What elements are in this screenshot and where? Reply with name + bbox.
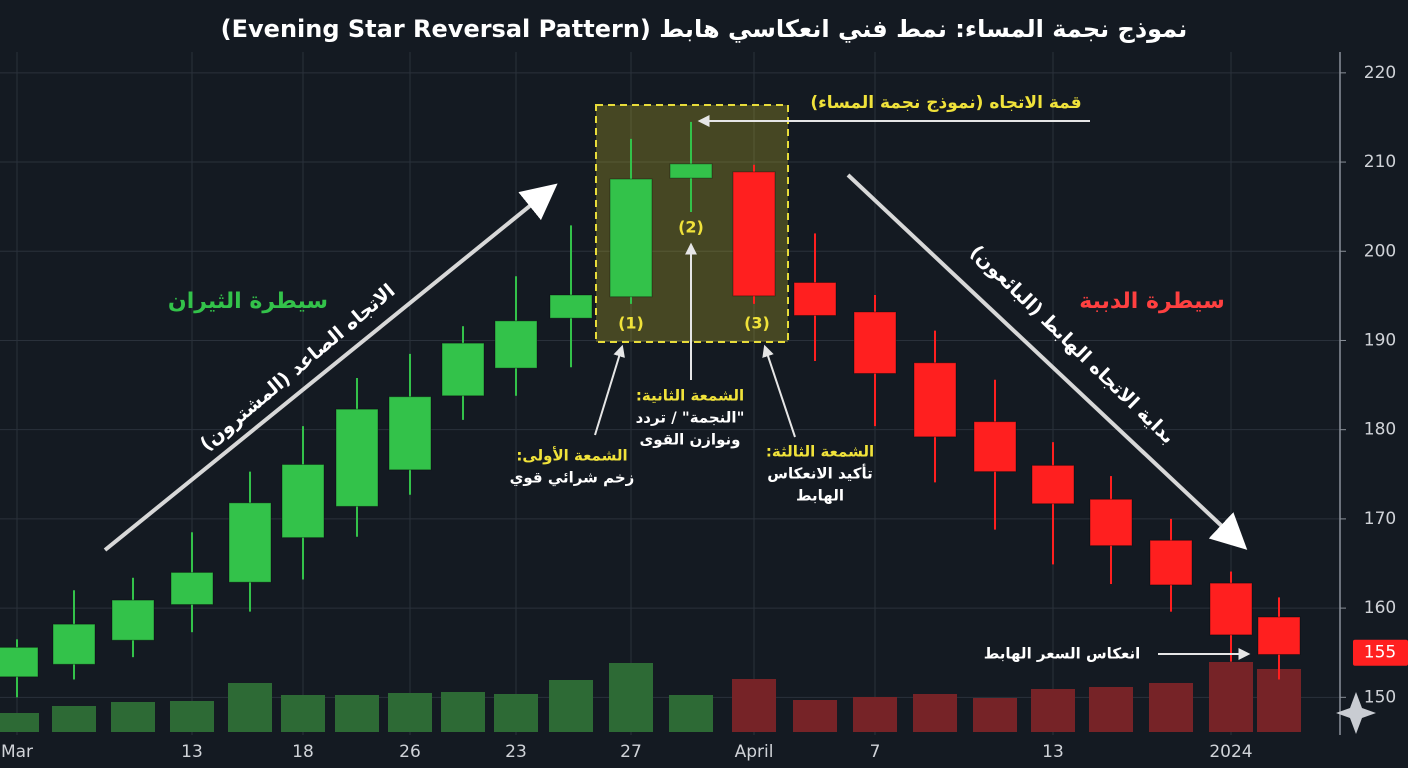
volume-bar xyxy=(170,701,214,732)
volume-bar xyxy=(609,663,653,732)
candle-body xyxy=(1031,464,1075,505)
candle-body xyxy=(441,342,485,397)
x-tick-label: 26 xyxy=(399,742,421,762)
candle-body xyxy=(793,281,837,316)
last-price-box xyxy=(1353,639,1408,666)
volume-bar xyxy=(1257,669,1301,732)
volume-bar xyxy=(52,706,96,732)
candle-body xyxy=(913,362,957,438)
candle-body xyxy=(669,163,713,179)
candle-body xyxy=(609,178,653,298)
y-tick-label: 170 xyxy=(1364,509,1396,529)
candle-body xyxy=(281,463,325,539)
volume-bar xyxy=(732,679,776,732)
volume-bar xyxy=(111,702,155,732)
pointer-arrow xyxy=(762,344,796,438)
annotation: الشمعة الثالثة: xyxy=(766,443,874,461)
candle-body xyxy=(388,396,432,471)
candle-body xyxy=(1089,498,1133,547)
candle-body xyxy=(0,646,39,678)
downtrend-arrow xyxy=(846,173,1248,550)
candle-body xyxy=(549,294,593,319)
candle-body xyxy=(335,408,379,507)
volume-bar xyxy=(441,692,485,732)
x-tick-label: 13 xyxy=(181,742,203,762)
y-tick-label: 210 xyxy=(1364,152,1396,172)
annotation: قمة الاتجاه (نموذج نجمة المساء) xyxy=(810,93,1081,113)
y-tick-label: 150 xyxy=(1364,687,1396,707)
volume-bar xyxy=(1149,683,1193,732)
candle-body xyxy=(1209,582,1253,636)
volume-bar xyxy=(669,695,713,732)
grid xyxy=(0,52,1340,735)
candle-body xyxy=(973,421,1017,473)
annotation: "النجمة" / تردد xyxy=(636,409,745,427)
y-tick-label: 190 xyxy=(1364,330,1396,350)
y-tick-label: 200 xyxy=(1364,241,1396,261)
annotation: زخم شرائي قوي xyxy=(510,469,635,488)
x-tick-label: 7 xyxy=(870,742,881,762)
last-price-label: 155 xyxy=(1364,643,1396,663)
candle-number: (1) xyxy=(618,314,644,333)
candle-number: (2) xyxy=(678,218,704,237)
axis-layer: 150 160 170 180 190 200 210 220 Mar 13 18 26 23 27 Apr… xyxy=(1,63,1408,762)
volume-bar xyxy=(1089,687,1133,732)
candle-body xyxy=(494,320,538,369)
candle-body xyxy=(111,599,155,641)
candle-body xyxy=(170,571,214,606)
uptrend-arrow xyxy=(103,183,558,552)
candle-body xyxy=(52,623,96,665)
volume-bar xyxy=(1031,689,1075,732)
volume-bar xyxy=(973,698,1017,732)
annotation: الشمعة الأولى: xyxy=(516,447,627,465)
candle-body xyxy=(853,311,897,374)
x-tick-label: 18 xyxy=(292,742,314,762)
annotation: تأكيد الانعكاس xyxy=(767,464,872,483)
annotation: انعكاس السعر الهابط xyxy=(984,645,1141,663)
volume-bar xyxy=(494,694,538,732)
x-tick-label: 13 xyxy=(1042,742,1064,762)
volume-bar xyxy=(1209,662,1253,732)
x-tick-label: 27 xyxy=(620,742,642,762)
x-tick-label: 2024 xyxy=(1209,742,1252,762)
annotation: سيطرة الثيران xyxy=(168,289,328,314)
volume-bar xyxy=(228,683,272,732)
pointer-arrow xyxy=(594,344,625,436)
annotation: ونوازن القوى xyxy=(640,431,741,449)
volume-bar xyxy=(0,713,39,732)
volume-bar xyxy=(549,680,593,732)
candle-body xyxy=(1257,616,1301,655)
candle-body xyxy=(228,502,272,583)
y-tick-label: 160 xyxy=(1364,598,1396,618)
annotation: الهابط xyxy=(796,487,844,505)
volume-bar xyxy=(913,694,957,732)
x-tick-label: April xyxy=(735,742,774,762)
candles-layer xyxy=(0,121,1301,698)
y-tick-label: 220 xyxy=(1364,63,1396,83)
annotation: الشمعة الثانية: xyxy=(636,387,744,405)
y-tick-label: 180 xyxy=(1364,420,1396,440)
chart-title: نموذج نجمة المساء: نمط فني انعكاسي هابط … xyxy=(221,15,1188,43)
annotation: سيطرة الدببة xyxy=(1079,289,1224,314)
candle-body xyxy=(1149,539,1193,586)
volume-bar xyxy=(853,697,897,732)
volume-layer xyxy=(0,662,1301,732)
x-tick-label: Mar xyxy=(1,742,33,762)
candle-body xyxy=(732,171,776,297)
sparkle-icon xyxy=(1336,692,1376,734)
volume-bar xyxy=(335,695,379,732)
volume-bar xyxy=(793,700,837,732)
volume-bar xyxy=(388,693,432,732)
volume-bar xyxy=(281,695,325,732)
candle-number: (3) xyxy=(744,314,770,333)
x-tick-label: 23 xyxy=(505,742,527,762)
